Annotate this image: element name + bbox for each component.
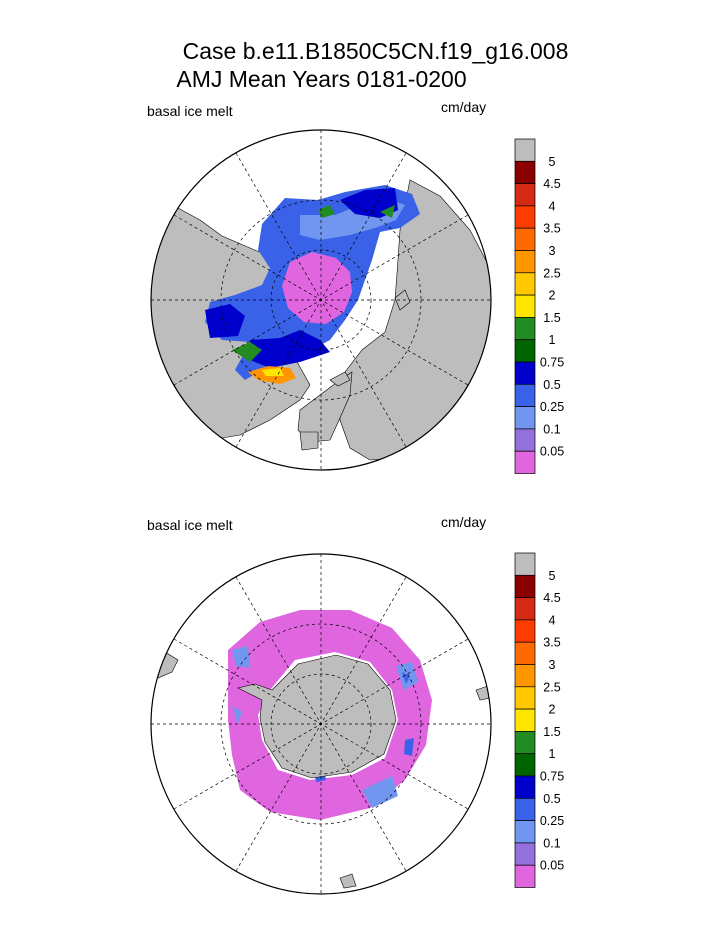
colorbar-swatch [514,842,536,866]
colorbar-swatch [514,339,536,363]
colorbar-tick-label: 3.5 [543,222,560,236]
figure-title-line2: AMJ Mean Years 0181-0200 [176,66,467,92]
colorbar-tick-label: 4.5 [543,177,560,191]
north-sea-ice-dark-blue [205,188,398,368]
north-sea-ice-green [232,205,395,362]
colorbar-tick-label: 3 [549,244,556,258]
colorbar-swatch [514,686,536,710]
south-sea-ice-pink-ring [228,610,432,820]
colorbar-swatch [514,574,536,598]
colorbar-swatch [514,383,536,407]
figure-title-line1: Case b.e11.B1850C5CN.f19_g16.008 [182,38,569,64]
north-grid [151,130,491,470]
north-land-novaya-zemlya [394,289,411,311]
north-land-uk-iceland [299,371,351,451]
colorbar-tick-label: 0.5 [543,378,560,392]
colorbar-south: 5 4.5 4 3.5 3 2.5 2 1.5 1 0.75 0.5 0.25 0.1 0.05 [514,552,564,888]
panel2-left-label: basal ice melt [147,517,233,533]
colorbar-swatch [514,428,536,452]
colorbar-tick-label: 0.1 [543,836,560,850]
colorbar-swatch [514,597,536,621]
colorbar-tick-label: 5 [549,155,556,169]
colorbar-tick-label: 5 [549,569,556,583]
colorbar-north: 5 4.5 4 3.5 3 2.5 2 1.5 1 0.75 0.5 0.25 0.1 0.05 [514,138,564,474]
north-map-boundary [150,129,492,471]
colorbar-swatch [514,272,536,296]
colorbar-swatch [514,361,536,385]
colorbar-swatch [514,294,536,318]
colorbar-swatch [514,619,536,643]
colorbar-swatch [514,641,536,665]
south-polar-map [150,553,492,895]
colorbar-swatch [514,160,536,184]
colorbar-tick-label: 4 [549,613,556,627]
north-polar-map [150,129,492,471]
colorbar-tick-label: 0.25 [540,400,564,414]
colorbar-tick-label: 0.05 [540,859,564,873]
colorbar-tick-label: 3 [549,658,556,672]
colorbar-swatch [514,552,536,576]
colorbar-tick-label: 2.5 [543,680,560,694]
panel1-left-label: basal ice melt [147,103,233,119]
colorbar-swatch [514,205,536,229]
colorbar-tick-label: 0.25 [540,814,564,828]
colorbar-swatch [514,450,536,474]
colorbar-tick-label: 2.5 [543,266,560,280]
colorbar-tick-label: 0.05 [540,445,564,459]
south-map-boundary [150,553,492,895]
colorbar-swatch [514,864,536,888]
south-grid-meridian [235,576,407,872]
colorbar-tick-label: 1.5 [543,725,560,739]
north-central-arctic-pink [282,252,352,324]
panel2-units-label: cm/day [441,514,487,530]
colorbar-tick-label: 1.5 [543,311,560,325]
colorbar-swatch [514,317,536,341]
colorbar-swatch [514,250,536,274]
south-land-australia-nz [339,873,357,889]
colorbar-tick-label: 0.75 [540,770,564,784]
colorbar-swatch [514,406,536,430]
colorbar-swatch [514,820,536,844]
colorbar-tick-label: 1 [549,333,556,347]
colorbar-tick-label: 1 [549,747,556,761]
colorbar-tick-label: 0.1 [543,422,560,436]
colorbar-swatch [514,183,536,207]
colorbar-tick-label: 4.5 [543,591,560,605]
colorbar-swatch [514,731,536,755]
colorbar-tick-label: 4 [549,199,556,213]
colorbar-swatch [514,664,536,688]
colorbar-swatch [514,227,536,251]
colorbar-tick-label: 2 [549,289,556,303]
colorbar-swatch [514,775,536,799]
colorbar-swatch [514,753,536,777]
colorbar-swatch [514,138,536,162]
panel1-units-label: cm/day [441,99,487,115]
colorbar-tick-label: 0.5 [543,792,560,806]
colorbar-tick-label: 2 [549,703,556,717]
colorbar-tick-label: 0.75 [540,356,564,370]
north-grid-meridian [235,152,407,448]
colorbar-swatch [514,797,536,821]
colorbar-tick-label: 3.5 [543,636,560,650]
colorbar-swatch [514,708,536,732]
south-grid [151,554,491,894]
